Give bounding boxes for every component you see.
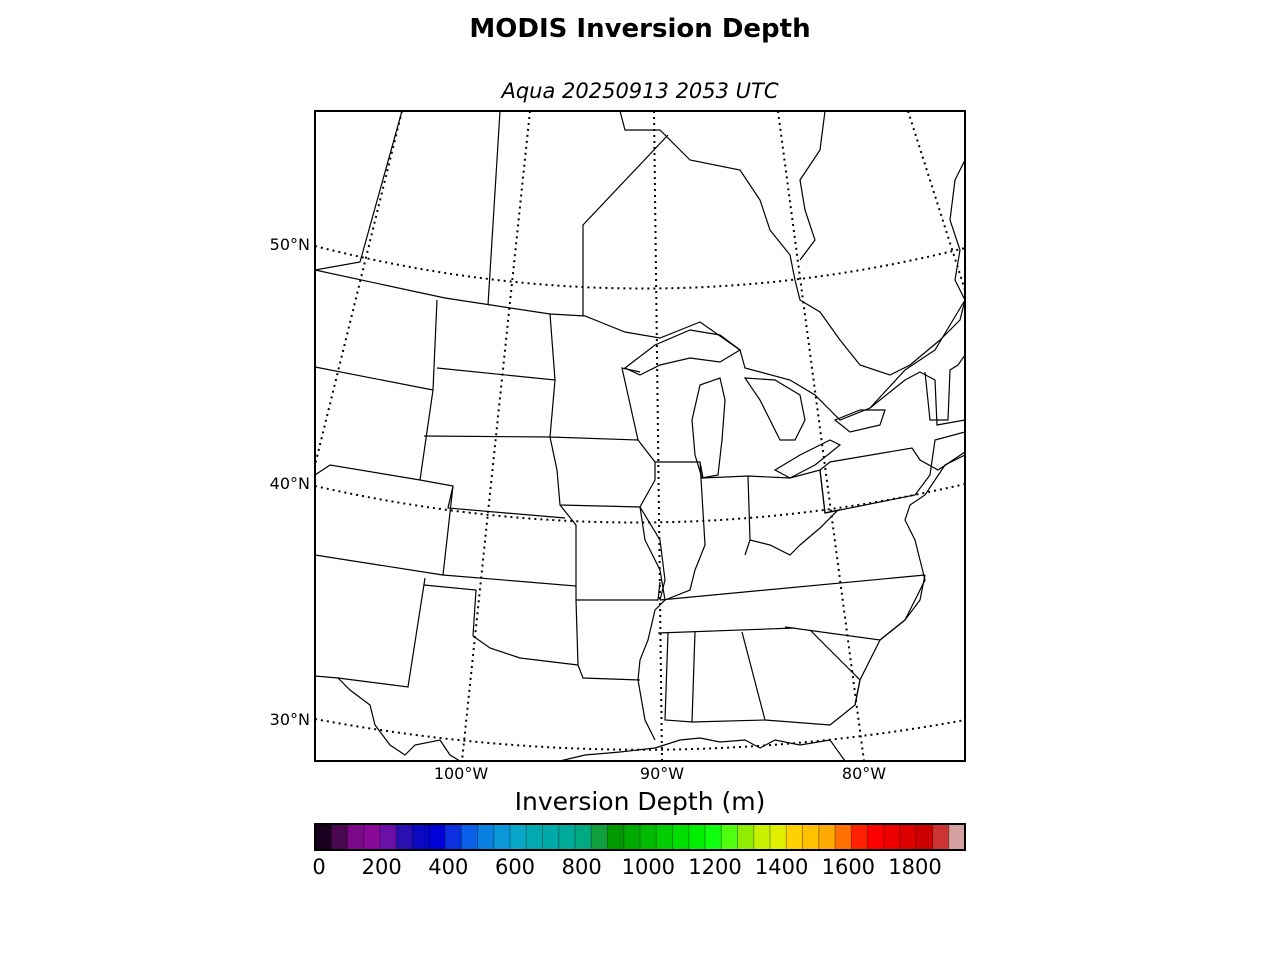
lake-michigan [691,377,726,479]
colorbar-tick-200: 200 [361,855,402,879]
state-lines-central [637,439,840,601]
lon-label-80w: 80°W [841,764,887,783]
colorbar-tick-400: 400 [428,855,469,879]
mississippi-river [637,506,666,741]
colorbar-bin-38 [932,824,950,850]
colorbar-bin-8 [445,824,462,850]
colorbar-bin-29 [786,824,803,850]
lake-superior [623,329,742,376]
colorbar-tick-1000: 1000 [621,855,676,879]
colorbar-bin-37 [916,824,933,850]
map-subtitle: Aqua 20250913 2053 UTC [501,79,779,103]
lake-ontario [833,409,886,433]
colorbar-bin-17 [591,824,608,850]
colorbar-tick-600: 600 [494,855,536,879]
colorbar-bin-32 [835,824,852,850]
colorbar-bin-16 [575,824,592,850]
colorbar-bin-0 [315,824,332,850]
colorbar-bin-6 [412,824,430,850]
graticule [315,111,965,761]
colorbar-bin-31 [818,824,836,850]
colorbar-tick-1400: 1400 [754,855,809,879]
colorbar-bin-22 [672,824,690,850]
colorbar-tick-800: 800 [561,855,602,879]
lon-line-80w [777,111,865,761]
colorbar-bin-24 [705,824,722,850]
colorbar-bin-21 [656,824,673,850]
lon-label-100w: 100°W [433,764,489,783]
lat-label-30: 30°N [269,710,310,729]
colorbar-bin-9 [461,824,478,850]
lon-line-105w [315,111,403,466]
canada-north-shore [949,159,965,301]
hudson-bay-east [799,111,826,261]
colorbar-bin-1 [331,824,348,850]
colorbar-bin-36 [900,824,917,850]
colorbar-tick-1800: 1800 [888,855,942,879]
colorbar-bin-28 [770,824,787,850]
colorbar-bin-5 [396,824,413,850]
colorbar-tick-0: 0 [312,855,326,879]
colorbar-bin-3 [363,824,381,850]
colorbar-bin-7 [428,824,446,850]
colorbar-bin-10 [477,824,495,850]
gulf-coast [337,677,846,761]
colorbar-tick-1600: 1600 [821,855,876,879]
coastlines-and-borders [315,111,965,761]
state-lines-plains [423,313,661,681]
lon-label-90w: 90°W [639,764,685,783]
colorbar-bin-27 [753,824,771,850]
colorbar-bin-4 [380,824,397,850]
lat-label-50: 50°N [269,235,310,254]
colorbar-frame [314,823,966,851]
map-frame [314,110,966,762]
colorbar-bin-13 [526,824,543,850]
lake-huron [743,377,806,441]
colorbar-bin-33 [851,824,868,850]
colorbar-bin-25 [721,824,738,850]
colorbar-bin-14 [542,824,560,850]
colorbar-title: Inversion Depth (m) [514,787,766,816]
state-lines-northeast [819,354,965,514]
province-boundary-2 [582,134,669,316]
colorbar-bin-18 [607,824,625,850]
province-boundary-3 [315,111,403,271]
map-content [315,111,965,761]
colorbar-bin-15 [558,824,576,850]
colorbar-bin-19 [623,824,641,850]
province-boundary-1 [487,111,501,306]
lon-line-100w [461,111,531,761]
hudson-bay-coast [619,111,965,376]
colorbar-bin-39 [948,824,966,850]
map-title: MODIS Inversion Depth [469,14,811,44]
colorbar-bin-23 [688,824,706,850]
colorbar-tick-1200: 1200 [688,855,742,879]
colorbar-bin-2 [347,824,365,850]
colorbar-bin-34 [867,824,885,850]
lon-line-90w [653,111,663,761]
colorbar-bin-30 [802,824,820,850]
colorbar-bin-12 [510,824,527,850]
colorbar-bin-20 [640,824,657,850]
lon-line-75w [907,111,965,291]
lat-label-40: 40°N [269,474,310,493]
colorbar-bin-35 [883,824,901,850]
colorbar-bin-11 [493,824,511,850]
atlantic-coast [854,454,965,706]
colorbar-bin-26 [737,824,755,850]
